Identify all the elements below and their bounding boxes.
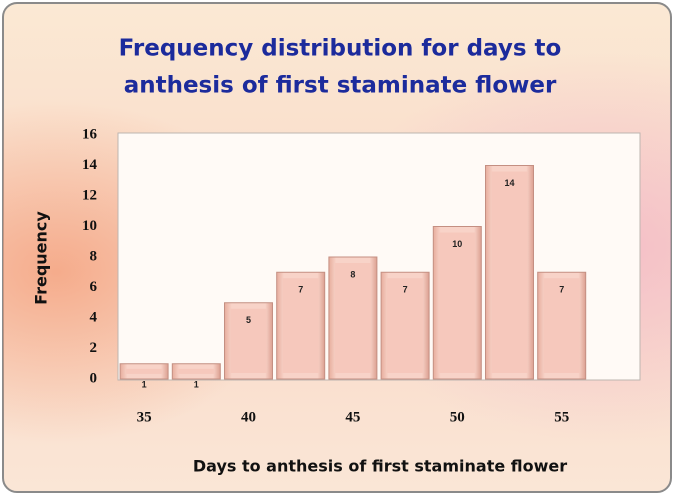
y-tick-label: 12 — [82, 187, 97, 203]
data-label: 10 — [452, 239, 462, 249]
data-label: 1 — [142, 379, 147, 389]
data-label: 14 — [504, 178, 514, 188]
data-label: 7 — [403, 285, 408, 295]
data-label: 7 — [559, 285, 564, 295]
bar-face — [230, 308, 267, 373]
data-label: 1 — [194, 379, 199, 389]
chart-title: anthesis of first staminate flower — [124, 73, 557, 99]
y-tick-label: 8 — [90, 248, 98, 264]
x-tick-label: 45 — [345, 409, 360, 425]
x-tick-label: 40 — [241, 409, 256, 425]
y-tick-label: 0 — [90, 370, 98, 386]
x-axis-label: Days to anthesis of first staminate flow… — [193, 457, 567, 476]
x-tick-label: 50 — [450, 409, 465, 425]
bar-face — [491, 171, 528, 373]
x-tick-label: 55 — [554, 409, 569, 425]
data-label: 5 — [246, 315, 251, 325]
y-tick-label: 14 — [82, 157, 98, 173]
data-label: 7 — [298, 285, 303, 295]
y-tick-label: 4 — [90, 309, 98, 325]
chart-title: Frequency distribution for days to — [119, 36, 562, 62]
y-axis-label: Frequency — [32, 211, 51, 305]
y-tick-label: 6 — [90, 279, 98, 295]
y-tick-label: 10 — [82, 218, 97, 234]
bar-face — [178, 368, 215, 374]
bar-face — [282, 278, 319, 373]
y-tick-label: 16 — [82, 126, 98, 142]
y-tick-label: 2 — [90, 340, 98, 356]
bar-face — [387, 278, 424, 373]
bar-face — [543, 278, 580, 373]
data-label: 8 — [350, 269, 355, 279]
bar-face — [334, 263, 371, 373]
x-tick-label: 35 — [137, 409, 152, 425]
bar-face — [126, 368, 163, 374]
bar-face — [439, 232, 476, 373]
